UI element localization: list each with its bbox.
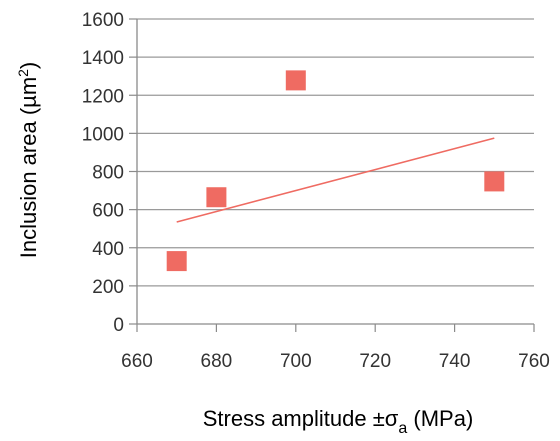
x-tick-label-760: 760 bbox=[518, 351, 550, 372]
points-layer bbox=[166, 70, 505, 272]
tick-labels: 0 200 400 600 800 1000 1200 1400 1600 660 680 700 72… bbox=[82, 10, 550, 372]
data-point-3 bbox=[484, 171, 505, 192]
axes bbox=[129, 18, 535, 332]
y-tick-label-800: 800 bbox=[92, 163, 124, 184]
x-axis-title: Stress amplitude ±σa (MPa) bbox=[203, 406, 474, 436]
data-point-0 bbox=[166, 251, 187, 272]
gridlines bbox=[137, 18, 534, 287]
y-tick-label-1600: 1600 bbox=[82, 10, 124, 31]
trendline-layer bbox=[176, 137, 495, 223]
x-tick-label-740: 740 bbox=[439, 351, 471, 372]
y-tick-label-200: 200 bbox=[92, 277, 124, 298]
trendline bbox=[176, 137, 495, 223]
y-tick-label-1000: 1000 bbox=[82, 124, 124, 145]
data-point-2 bbox=[285, 70, 306, 91]
y-tick-label-0: 0 bbox=[113, 315, 124, 336]
x-tick-label-660: 660 bbox=[121, 351, 153, 372]
x-tick-label-700: 700 bbox=[280, 351, 312, 372]
y-tick-label-1400: 1400 bbox=[82, 48, 124, 69]
y-axis-title: Inclusion area (µm2) bbox=[15, 62, 41, 259]
data-point-1 bbox=[206, 187, 227, 208]
x-tick-label-680: 680 bbox=[201, 351, 233, 372]
y-tick-label-400: 400 bbox=[92, 239, 124, 260]
y-tick-label-1200: 1200 bbox=[82, 86, 124, 107]
x-tick-label-720: 720 bbox=[359, 351, 391, 372]
y-tick-label-600: 600 bbox=[92, 201, 124, 222]
